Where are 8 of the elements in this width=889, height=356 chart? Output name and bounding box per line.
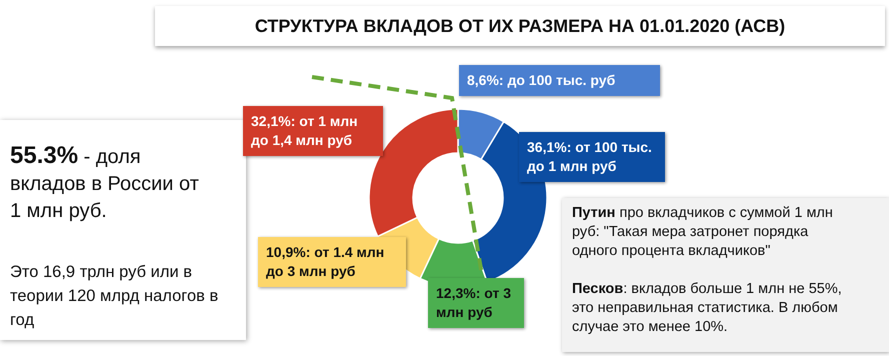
- slice-label: 36,1%: от 100 тыс. до 1 млн руб: [519, 132, 665, 182]
- text: Это 16,9 трлн руб или в теории 120 млрд налогов в год: [10, 262, 220, 331]
- text: Путин про вкладчиков с суммой 1 млн руб: "Такая мера затронет порядка одного процента вкладчиков": [572, 204, 834, 261]
- chart-title: СТРУКТУРА ВКЛАДОВ ОТ ИХ РАЗМЕРА НА 01.01.2020 (АСВ): [155, 6, 885, 46]
- text: Песков: вкладов больше 1 млн не 55%, это неправильная статистика. В любом случае это менее 10%.: [572, 280, 843, 337]
- slice-label: 12,3%: от 3 млн руб: [428, 278, 524, 328]
- text: 55.3% - доля вкладов в России от 1 млн руб.: [10, 142, 200, 224]
- slice-label: 8,6%: до 100 тыс. руб: [459, 65, 660, 96]
